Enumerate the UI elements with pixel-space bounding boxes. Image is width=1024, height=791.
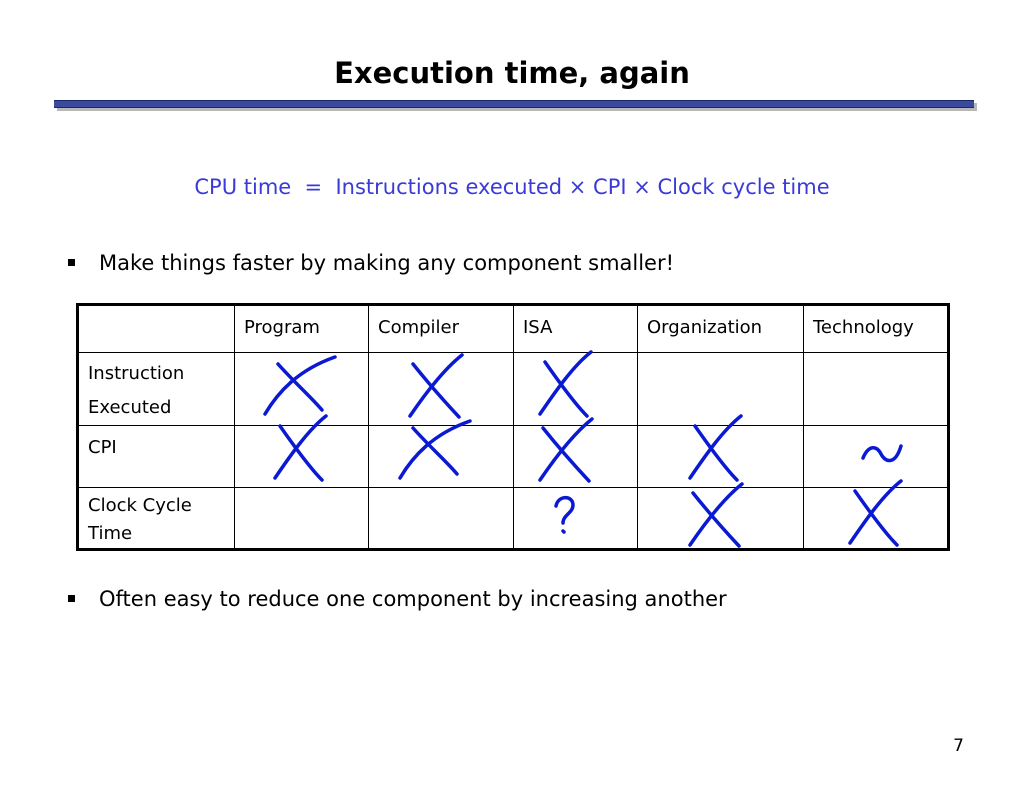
header-cell-isa: ISA <box>513 304 638 353</box>
page-number: 7 <box>953 736 964 756</box>
table-cell <box>637 425 804 488</box>
slide-title: Execution time, again <box>334 56 690 90</box>
title-underline-bar <box>54 100 974 108</box>
row-label-line: Clock Cycle <box>88 495 192 516</box>
table-cell <box>637 487 804 550</box>
header-cell-technology: Technology <box>803 304 949 353</box>
table-cell <box>513 425 638 488</box>
table-cell <box>368 487 514 550</box>
table-cell <box>513 352 638 426</box>
table-row: Instruction Executed <box>77 352 949 426</box>
table-cell <box>368 425 514 488</box>
table-cell <box>234 425 369 488</box>
row-label-line: Time <box>88 523 133 544</box>
table-row: Clock Cycle Time <box>77 487 949 550</box>
row-label-clock-cycle-time: Clock Cycle Time <box>77 487 235 550</box>
header-cell-empty <box>77 304 235 353</box>
bullet-text-1: Make things faster by making any compone… <box>99 251 675 275</box>
table-cell <box>803 425 949 488</box>
row-label-instruction-executed: Instruction Executed <box>77 352 235 426</box>
table-cell <box>803 487 949 550</box>
table-cell <box>513 487 638 550</box>
table-header-row: Program Compiler ISA Organization Techno… <box>77 304 949 353</box>
table-cell <box>368 352 514 426</box>
header-cell-compiler: Compiler <box>368 304 514 353</box>
row-label-line: CPI <box>88 437 117 458</box>
bullet-text-2: Often easy to reduce one component by in… <box>99 587 727 611</box>
table-row: CPI <box>77 425 949 488</box>
table-cell <box>803 352 949 426</box>
row-label-line: Instruction <box>88 363 185 384</box>
row-label-line: Executed <box>88 397 172 418</box>
component-table: Program Compiler ISA Organization Techno… <box>76 303 950 551</box>
square-bullet-icon <box>68 595 75 602</box>
row-label-cpi: CPI <box>77 425 235 488</box>
cpu-time-formula: CPU time = Instructions executed × CPI ×… <box>194 175 830 199</box>
table-cell <box>637 352 804 426</box>
square-bullet-icon <box>68 259 75 266</box>
table-cell <box>234 487 369 550</box>
header-cell-program: Program <box>234 304 369 353</box>
header-cell-organization: Organization <box>637 304 804 353</box>
table-cell <box>234 352 369 426</box>
